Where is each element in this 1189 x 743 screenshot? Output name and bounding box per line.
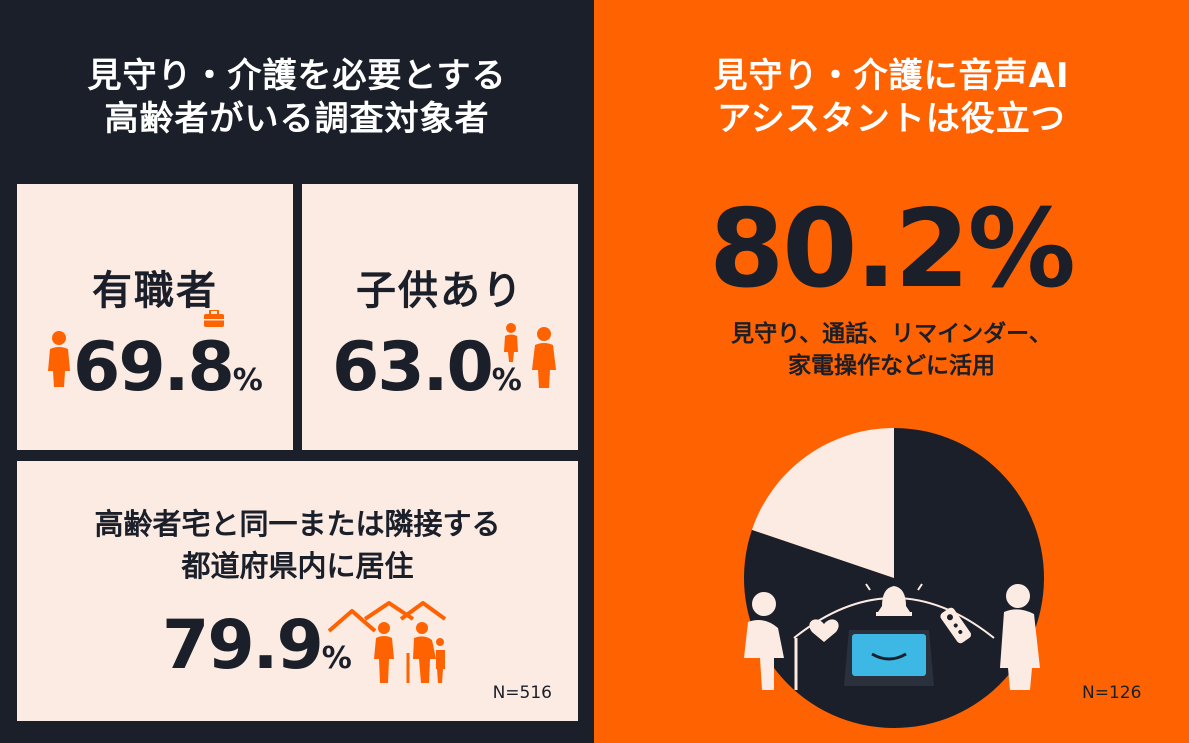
children-label: 子供あり <box>356 268 524 314</box>
left-panel: 見守り・介護を必要とする 高齢者がいる調査対象者 有職者 69.8% 子供あり … <box>0 0 594 743</box>
pie-slice-1 <box>751 428 894 578</box>
residence-label-line1: 高齢者宅と同一または隣接する <box>94 507 501 541</box>
smart-display-icon <box>844 630 934 686</box>
alarm-bell-icon <box>865 583 923 616</box>
residence-label: 高齢者宅と同一または隣接する 都道府県内に居住 <box>17 503 578 587</box>
right-sample-size: N=126 <box>1082 683 1142 703</box>
children-value-number: 63.0 <box>332 328 494 407</box>
pie-illustration <box>744 583 1040 690</box>
left-title: 見守り・介護を必要とする 高齢者がいる調査対象者 <box>0 55 594 141</box>
headline-description-line2: 家電操作などに活用 <box>788 353 995 379</box>
left-title-line2: 高齢者がいる調査対象者 <box>104 99 490 139</box>
employed-unit: % <box>232 363 263 398</box>
employed-label: 有職者 <box>92 268 218 314</box>
left-title-line1: 見守り・介護を必要とする <box>87 56 507 96</box>
elderly-couple-icon <box>374 622 445 683</box>
right-title: 見守り・介護に音声AI アシスタントは役立つ <box>594 55 1189 141</box>
left-sample-size: N=516 <box>492 683 552 703</box>
headline-description: 見守り、通話、リマインダー、 家電操作などに活用 <box>594 318 1189 382</box>
person-icon <box>48 331 70 387</box>
residence-label-line2: 都道府県内に居住 <box>181 549 414 583</box>
right-panel: 見守り・介護に音声AI アシスタントは役立つ 80.2% 見守り、通話、リマイン… <box>594 0 1189 743</box>
heart-icon <box>809 619 839 642</box>
headline-description-line1: 見守り、通話、リマインダー、 <box>731 321 1052 347</box>
residence-value-number: 79.9 <box>162 606 324 685</box>
children-unit: % <box>491 363 522 398</box>
residence-value: 79.9% <box>162 606 352 685</box>
headline-value: 80.2% <box>709 187 1076 312</box>
parent-child-icon <box>504 323 556 388</box>
remote-icon <box>940 607 972 644</box>
residence-card: 高齢者宅と同一または隣接する 都道府県内に居住 79.9% N=516 <box>17 461 578 721</box>
pie-chart <box>744 428 1044 728</box>
right-title-line2: アシスタントは役立つ <box>717 99 1066 139</box>
employed-value-number: 69.8 <box>73 328 235 407</box>
elderly-person-left <box>744 592 798 690</box>
employed-value: 69.8% <box>73 328 263 407</box>
briefcase-icon <box>204 310 224 327</box>
employed-card: 有職者 69.8% <box>17 184 293 450</box>
right-title-line1: 見守り・介護に音声AI <box>713 56 1070 96</box>
elderly-person-right <box>1000 584 1040 690</box>
children-value: 63.0% <box>332 328 522 407</box>
houses-icon <box>327 601 447 633</box>
children-card: 子供あり 63.0% <box>302 184 578 450</box>
residence-unit: % <box>321 641 352 676</box>
